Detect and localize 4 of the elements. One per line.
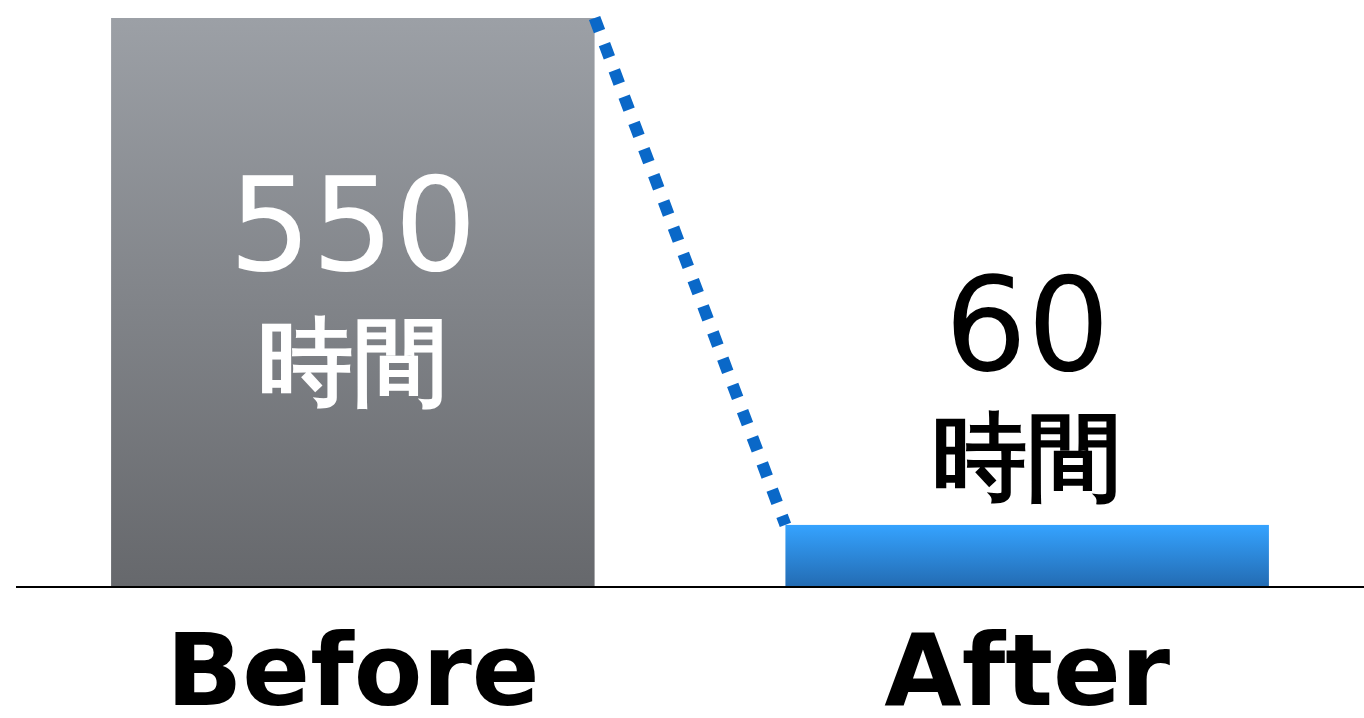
x-tick-label: Before	[166, 612, 540, 718]
data-label: 550 時間	[228, 149, 477, 417]
data-label: 60 時間	[932, 248, 1123, 512]
x-tick-label: After	[884, 612, 1171, 718]
